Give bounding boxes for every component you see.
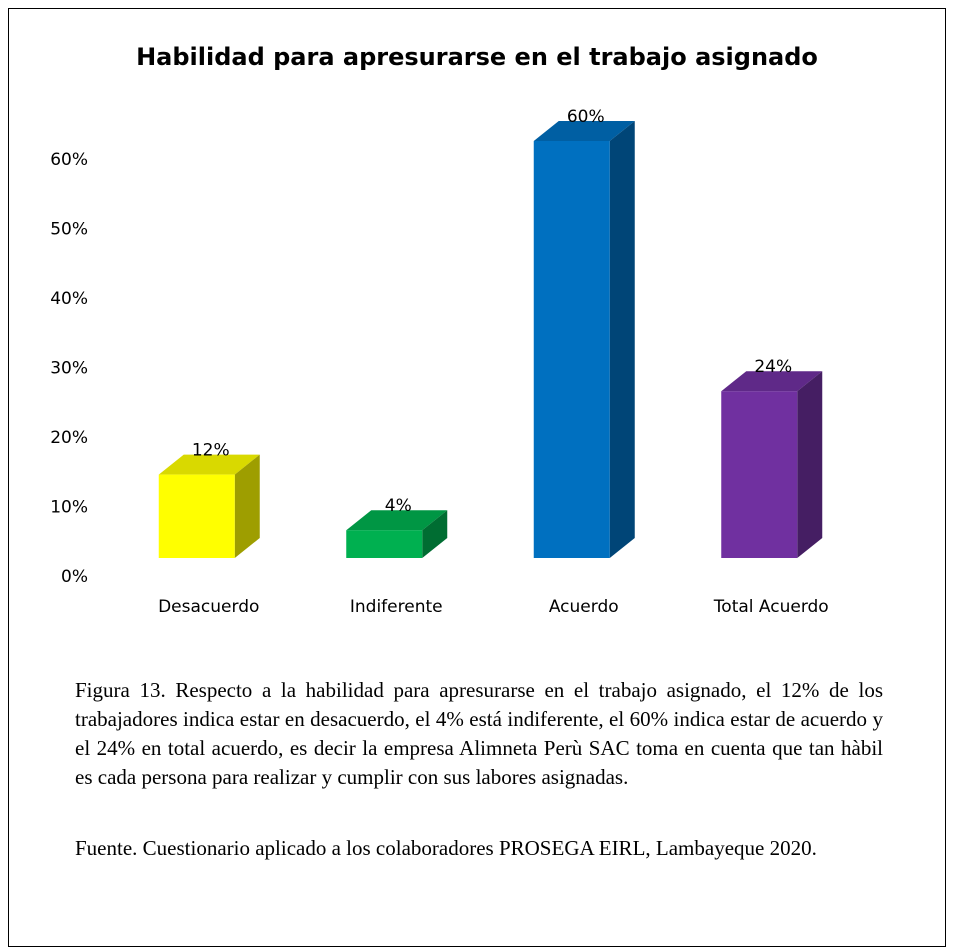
figure-frame bbox=[8, 8, 946, 947]
x-tick-label: Indiferente bbox=[350, 597, 443, 617]
bar bbox=[721, 391, 798, 558]
bar-top bbox=[346, 510, 448, 531]
bar-top bbox=[158, 454, 260, 475]
bar-side bbox=[609, 121, 635, 558]
x-tick-label: Acuerdo bbox=[549, 597, 619, 617]
bar-side bbox=[422, 510, 448, 558]
y-tick-label: 30% bbox=[50, 359, 88, 379]
data-label: 12% bbox=[192, 441, 230, 461]
bar bbox=[533, 141, 610, 558]
bar-top bbox=[533, 121, 635, 141]
y-tick-label: 60% bbox=[50, 150, 88, 170]
x-tick-label: Desacuerdo bbox=[158, 597, 259, 617]
data-label: 24% bbox=[754, 357, 792, 377]
chart-title: Habilidad para apresurarse en el trabajo… bbox=[136, 43, 818, 71]
caption: Figura 13. Respecto a la habilidad para … bbox=[75, 678, 883, 789]
source: Fuente. Cuestionario aplicado a los cola… bbox=[75, 836, 817, 860]
data-label: 60% bbox=[567, 107, 605, 127]
y-tick-label: 0% bbox=[61, 567, 88, 587]
x-tick-label: Total Acuerdo bbox=[713, 597, 829, 617]
bar bbox=[158, 474, 235, 558]
y-tick-label: 50% bbox=[50, 220, 88, 240]
y-tick-label: 40% bbox=[50, 289, 88, 309]
data-label: 4% bbox=[385, 496, 412, 516]
bar-side bbox=[234, 454, 260, 558]
bar-top bbox=[721, 371, 823, 392]
y-tick-label: 10% bbox=[50, 498, 88, 518]
y-tick-label: 20% bbox=[50, 428, 88, 448]
bar-side bbox=[797, 371, 823, 558]
bar bbox=[346, 530, 423, 558]
